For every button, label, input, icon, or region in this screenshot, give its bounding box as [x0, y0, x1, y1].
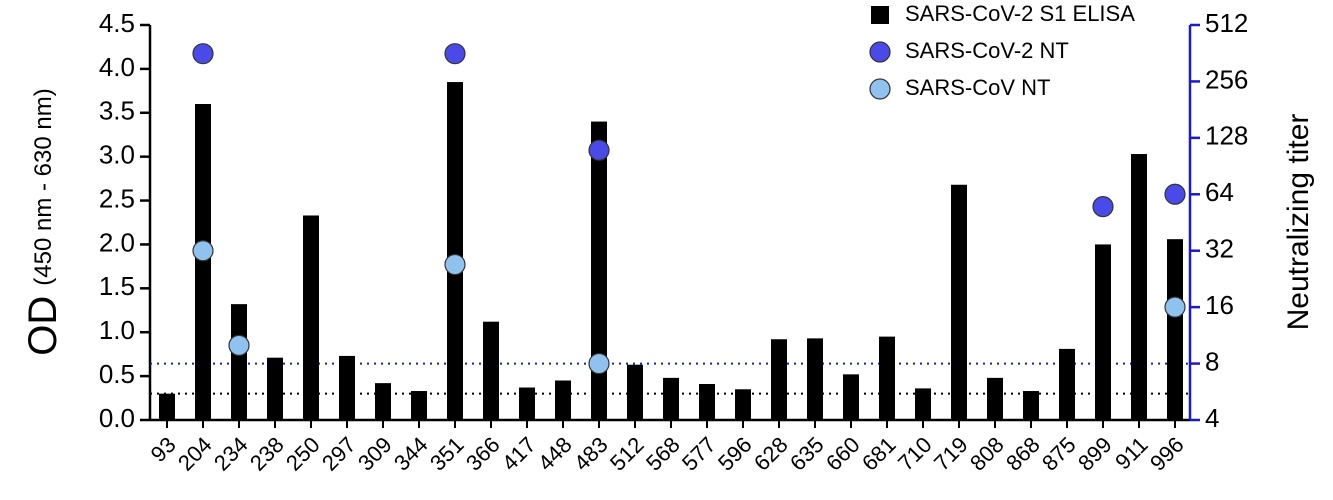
x-tick-label: 719 [929, 432, 973, 476]
legend-marker [869, 78, 891, 100]
point [588, 139, 610, 161]
y-tick-label: 1.5 [99, 271, 135, 301]
legend-label: SARS-CoV-2 NT [905, 38, 1069, 63]
y2-tick-label: 512 [1205, 8, 1248, 38]
bar [231, 304, 247, 420]
bar [771, 339, 787, 420]
x-tick-label: 344 [389, 432, 433, 476]
y-tick-label: 3.0 [99, 140, 135, 170]
x-tick-label: 628 [749, 432, 793, 476]
y-tick-label: 2.5 [99, 183, 135, 213]
bar [159, 393, 175, 420]
x-tick-label: 204 [173, 432, 217, 476]
y2-tick-label: 8 [1205, 346, 1219, 376]
point [588, 352, 610, 375]
x-tick-label: 681 [857, 432, 901, 476]
y-tick-label: 3.5 [99, 96, 135, 126]
bar [195, 104, 211, 420]
x-tick-label: 297 [317, 432, 361, 476]
point [228, 334, 250, 357]
y-label: OD [21, 296, 65, 356]
bar [375, 383, 391, 420]
bar [951, 184, 967, 420]
x-tick-label: 899 [1073, 432, 1117, 476]
bar [735, 389, 751, 420]
x-tick-label: 417 [497, 432, 541, 476]
point [1164, 183, 1186, 205]
x-tick-label: 234 [209, 432, 253, 476]
legend-marker [871, 6, 889, 24]
x-tick-label: 710 [893, 432, 937, 476]
bar [627, 364, 643, 420]
legend-label: SARS-CoV NT [905, 75, 1050, 100]
x-tick-label: 250 [281, 432, 325, 476]
point [1164, 296, 1186, 318]
bar [519, 387, 535, 420]
y2-tick-label: 32 [1205, 234, 1234, 264]
x-tick-label: 660 [821, 432, 865, 476]
bar [1059, 348, 1075, 420]
y-tick-label: 0.5 [99, 359, 135, 389]
y-label-sub: (450 nm - 630 nm) [30, 88, 57, 285]
bar [303, 215, 319, 420]
bar [267, 357, 283, 420]
x-tick-label: 483 [569, 432, 613, 476]
x-tick-label: 875 [1037, 432, 1081, 476]
bar [555, 380, 571, 420]
y-tick-label: 4.0 [99, 52, 135, 82]
x-tick-label: 351 [425, 432, 469, 476]
bar [1023, 391, 1039, 420]
x-tick-label: 808 [965, 432, 1009, 476]
y2-tick-label: 16 [1205, 290, 1234, 320]
point [192, 240, 214, 262]
point [444, 253, 466, 276]
point [444, 43, 466, 65]
x-tick-label: 996 [1145, 432, 1189, 476]
bar [411, 391, 427, 420]
x-tick-label: 568 [641, 432, 685, 476]
bar [483, 321, 499, 420]
bar [1167, 239, 1183, 420]
y2-axis-title: Neutralizing titer [1282, 114, 1315, 331]
x-tick-label: 596 [713, 432, 757, 476]
x-tick-label: 868 [1001, 432, 1045, 476]
bar [339, 355, 355, 420]
y-tick-label: 1.0 [99, 315, 135, 345]
x-tick-label: 448 [533, 432, 577, 476]
y-axis-title: OD (450 nm - 630 nm) [21, 88, 65, 355]
y2-tick-label: 128 [1205, 121, 1248, 151]
bar [807, 338, 823, 420]
bar [663, 377, 679, 420]
bar [879, 336, 895, 420]
legend-label: SARS-CoV-2 S1 ELISA [905, 1, 1135, 26]
y2-tick-label: 4 [1205, 403, 1219, 433]
y2-tick-label: 64 [1205, 177, 1234, 207]
y-tick-label: 4.5 [99, 8, 135, 38]
bar [843, 374, 859, 420]
point [192, 43, 214, 65]
x-tick-label: 309 [353, 432, 397, 476]
x-tick-label: 238 [245, 432, 289, 476]
bar [1095, 244, 1111, 420]
bar [1131, 154, 1147, 421]
bar [987, 377, 1003, 420]
y-tick-label: 2.0 [99, 227, 135, 257]
x-tick-label: 366 [461, 432, 505, 476]
x-tick-label: 635 [785, 432, 829, 476]
y-tick-label: 0.0 [99, 403, 135, 433]
bar [699, 384, 715, 420]
legend-marker [869, 41, 891, 63]
bar [915, 388, 931, 420]
bar [447, 82, 463, 421]
y2-tick-label: 256 [1205, 64, 1248, 94]
x-tick-label: 911 [1110, 432, 1152, 474]
x-tick-label: 512 [605, 432, 649, 476]
bar [591, 121, 607, 421]
x-tick-label: 577 [677, 432, 721, 476]
point [1092, 196, 1114, 218]
